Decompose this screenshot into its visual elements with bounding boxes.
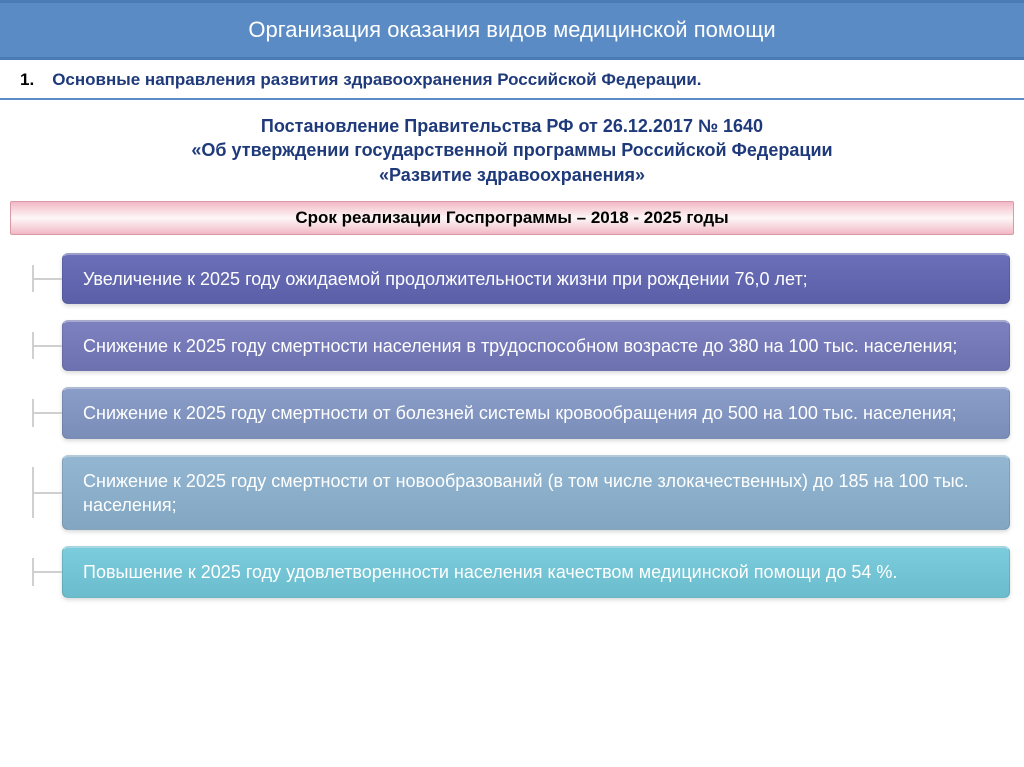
goal-text: Снижение к 2025 году смертности от болез…	[83, 403, 957, 423]
goal-connector	[14, 253, 62, 304]
decree-line-2: «Об утверждении государственной программ…	[40, 138, 984, 162]
goal-connector	[14, 320, 62, 371]
goal-row: Увеличение к 2025 году ожидаемой продолж…	[14, 253, 1010, 304]
goal-text: Снижение к 2025 году смертности населени…	[83, 336, 957, 356]
section-text: Основные направления развития здравоохра…	[52, 70, 701, 90]
goal-box: Повышение к 2025 году удовлетворенности …	[62, 546, 1010, 597]
goal-row: Снижение к 2025 году смертности от новоо…	[14, 455, 1010, 531]
goals-list: Увеличение к 2025 году ожидаемой продолж…	[0, 253, 1024, 598]
goal-connector	[14, 387, 62, 438]
period-text: Срок реализации Госпрограммы – 2018 - 20…	[295, 208, 728, 227]
goal-row: Снижение к 2025 году смертности населени…	[14, 320, 1010, 371]
goal-row: Повышение к 2025 году удовлетворенности …	[14, 546, 1010, 597]
decree-line-1: Постановление Правительства РФ от 26.12.…	[40, 114, 984, 138]
goal-row: Снижение к 2025 году смертности от болез…	[14, 387, 1010, 438]
goal-box: Увеличение к 2025 году ожидаемой продолж…	[62, 253, 1010, 304]
period-bar: Срок реализации Госпрограммы – 2018 - 20…	[10, 201, 1014, 235]
goal-text: Снижение к 2025 году смертности от новоо…	[83, 471, 969, 515]
decree-block: Постановление Правительства РФ от 26.12.…	[0, 100, 1024, 197]
decree-line-3: «Развитие здравоохранения»	[40, 163, 984, 187]
goal-connector	[14, 455, 62, 531]
goal-box: Снижение к 2025 году смертности от болез…	[62, 387, 1010, 438]
section-number: 1.	[20, 70, 34, 90]
goal-text: Увеличение к 2025 году ожидаемой продолж…	[83, 269, 808, 289]
goal-box: Снижение к 2025 году смертности населени…	[62, 320, 1010, 371]
slide-title: Организация оказания видов медицинской п…	[248, 17, 775, 42]
slide-title-bar: Организация оказания видов медицинской п…	[0, 0, 1024, 60]
goal-connector	[14, 546, 62, 597]
goal-box: Снижение к 2025 году смертности от новоо…	[62, 455, 1010, 531]
section-row: 1. Основные направления развития здравоо…	[0, 60, 1024, 100]
goal-text: Повышение к 2025 году удовлетворенности …	[83, 562, 897, 582]
